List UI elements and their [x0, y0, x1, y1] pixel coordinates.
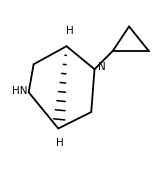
Text: H: H [56, 138, 64, 148]
Text: HN: HN [12, 87, 27, 96]
Text: N: N [98, 62, 106, 72]
Text: H: H [66, 26, 74, 36]
